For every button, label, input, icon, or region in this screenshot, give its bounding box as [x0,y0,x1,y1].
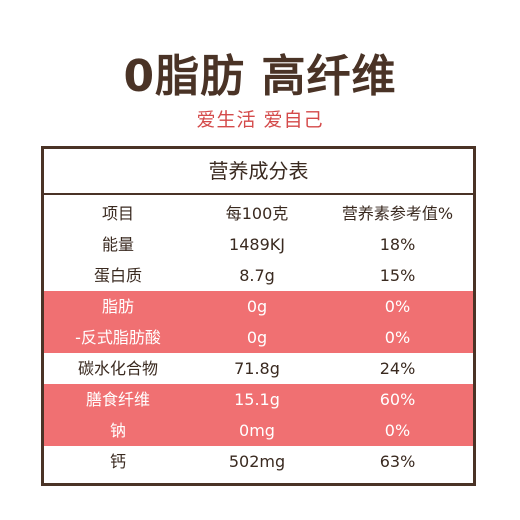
nutrient-nrv: 0% [384,297,411,316]
column-header-nrv: 营养素参考值% [341,204,454,223]
nutrient-per100g: 0mg [239,421,275,440]
nutrient-name: 碳水化合物 [77,359,158,378]
page-subtitle: 爱生活 爱自己 [196,109,324,131]
table-row: 钙 502mg 63% [44,446,473,477]
nutrition-table: 营养成分表 项目 每100克 营养素参考值% 能量 1489KJ 18% 蛋白质… [41,146,476,486]
table-row: 能量 1489KJ 18% [44,229,473,260]
column-header-per100g: 每100克 [225,204,289,223]
table-row: -反式脂肪酸 0g 0% [44,322,473,353]
nutrient-name: 蛋白质 [93,266,142,285]
nutrient-nrv: 18% [379,235,416,254]
nutrient-per100g: 8.7g [239,266,275,285]
nutrient-name: 脂肪 [101,297,134,316]
nutrient-name: 钙 [109,452,126,471]
table-row: 钠 0mg 0% [44,415,473,446]
table-row: 脂肪 0g 0% [44,291,473,322]
nutrient-nrv: 63% [379,452,416,471]
table-row: 碳水化合物 71.8g 24% [44,353,473,384]
nutrient-per100g: 502mg [228,452,286,471]
nutrient-nrv: 0% [384,421,411,440]
nutrient-nrv: 15% [379,266,416,285]
column-header-item: 项目 [101,204,134,223]
nutrient-per100g: 0g [246,297,268,316]
nutrient-per100g: 71.8g [234,359,280,378]
nutrient-per100g: 0g [246,328,268,347]
table-row: 蛋白质 8.7g 15% [44,260,473,291]
nutrient-name: -反式脂肪酸 [75,328,161,347]
nutrient-name: 膳食纤维 [85,390,150,409]
nutrient-per100g: 15.1g [234,390,280,409]
nutrient-per100g: 1489KJ [229,235,285,254]
nutrient-name: 能量 [101,235,134,254]
table-row: 膳食纤维 15.1g 60% [44,384,473,415]
nutrient-name: 钠 [109,421,126,440]
table-header-row: 项目 每100克 营养素参考值% [44,198,473,229]
nutrient-nrv: 60% [379,390,416,409]
table-divider [44,193,473,195]
nutrient-nrv: 0% [384,328,411,347]
table-title: 营养成分表 [208,159,309,183]
page-title: 0脂肪 高纤维 [123,51,397,102]
nutrient-nrv: 24% [379,359,416,378]
